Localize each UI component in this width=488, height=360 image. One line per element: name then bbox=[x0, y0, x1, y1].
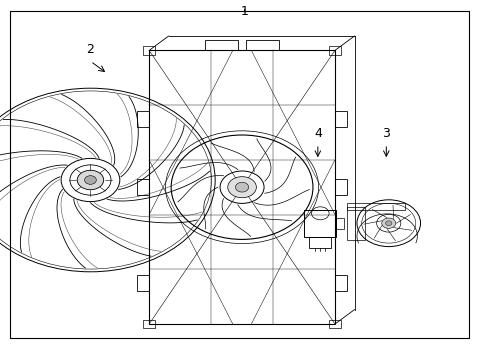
Bar bbox=[137, 179, 149, 195]
Bar bbox=[346, 203, 404, 210]
Text: 3: 3 bbox=[382, 127, 389, 140]
Bar bbox=[304, 210, 336, 237]
Bar bbox=[336, 218, 343, 229]
Bar bbox=[143, 46, 155, 55]
Circle shape bbox=[235, 183, 248, 192]
Circle shape bbox=[385, 221, 391, 225]
Bar bbox=[328, 320, 340, 328]
Circle shape bbox=[227, 177, 256, 198]
Text: 2: 2 bbox=[86, 43, 94, 56]
Bar bbox=[334, 111, 346, 127]
Bar bbox=[137, 111, 149, 127]
Bar bbox=[309, 237, 331, 248]
Bar bbox=[334, 275, 346, 291]
Text: 1: 1 bbox=[240, 5, 248, 18]
Bar bbox=[149, 50, 334, 324]
Bar bbox=[204, 40, 238, 50]
Circle shape bbox=[381, 218, 395, 228]
Bar bbox=[328, 46, 340, 55]
Circle shape bbox=[77, 170, 103, 190]
Bar bbox=[245, 40, 279, 50]
Text: 4: 4 bbox=[313, 127, 321, 140]
Bar bbox=[143, 320, 155, 328]
Circle shape bbox=[84, 176, 96, 184]
Bar bbox=[346, 207, 364, 240]
Bar bbox=[137, 275, 149, 291]
Bar bbox=[334, 179, 346, 195]
